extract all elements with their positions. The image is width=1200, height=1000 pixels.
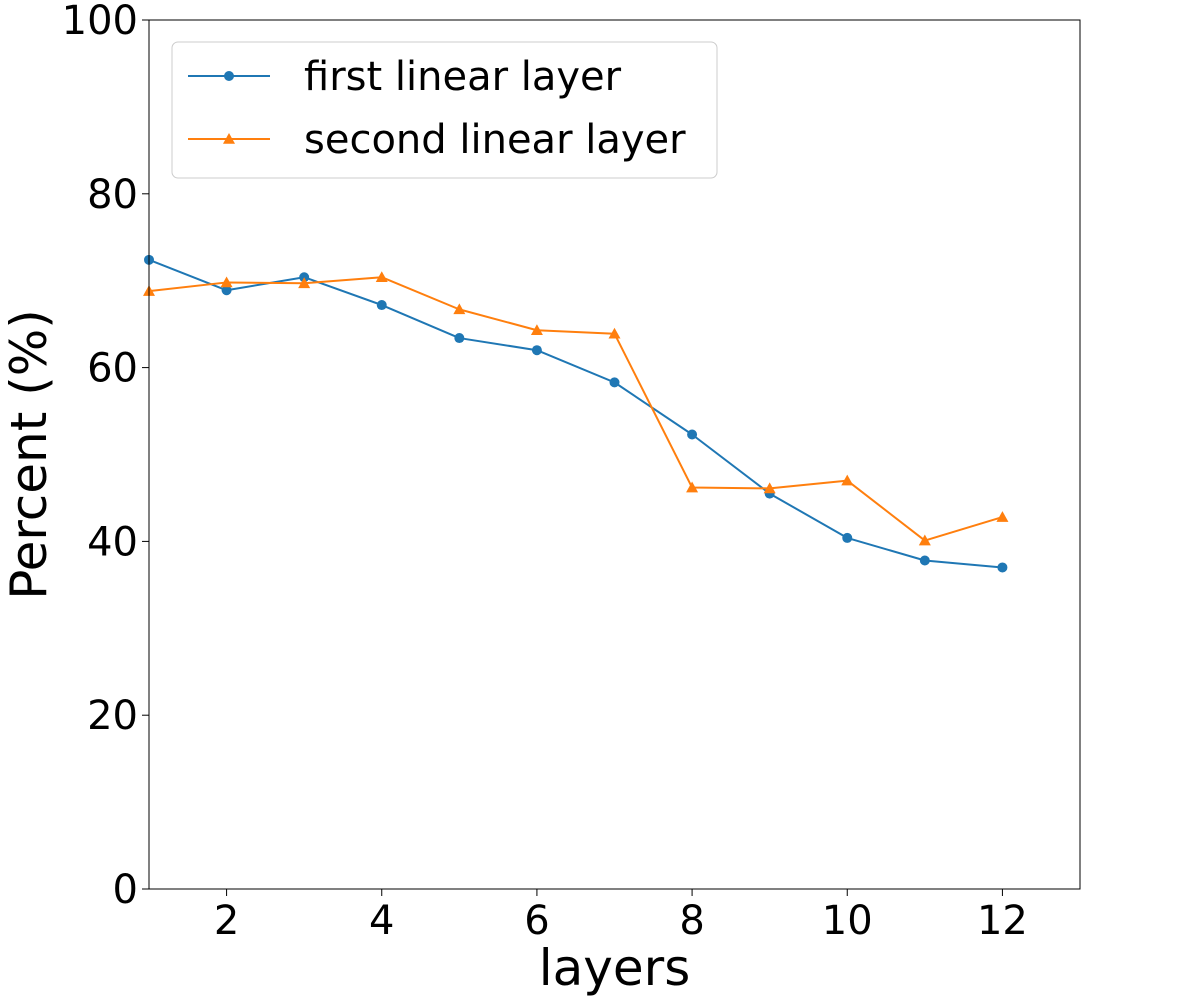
- data-point: [299, 272, 310, 283]
- x-tick-label: 10: [822, 898, 873, 944]
- data-point: [530, 324, 543, 336]
- series-line: [148, 276, 1003, 542]
- data-point: [919, 555, 930, 566]
- legend-marker: [223, 133, 235, 144]
- data-point: [687, 429, 698, 440]
- x-tick-label: 4: [369, 898, 394, 944]
- y-tick-label: 0: [113, 867, 138, 913]
- data-point: [763, 482, 776, 494]
- y-axis-label: Percent (%): [0, 309, 58, 600]
- y-tick-label: 20: [87, 693, 138, 739]
- data-point: [298, 277, 311, 289]
- data-point: [686, 481, 699, 493]
- legend-entry: first linear layer: [188, 54, 622, 100]
- data-point: [453, 303, 466, 315]
- data-point: [609, 377, 620, 388]
- data-point: [996, 511, 1009, 522]
- x-tick-label: 8: [679, 898, 704, 944]
- data-point: [918, 534, 931, 546]
- axis-ticks: 2 4 6 8 10 12 0 20 40 60 80 100: [62, 0, 1028, 944]
- y-tick-label: 60: [87, 346, 138, 392]
- legend-label: first linear layer: [304, 54, 622, 100]
- data-point: [220, 276, 233, 288]
- legend-entry: second linear layer: [188, 117, 686, 163]
- data-point: [997, 562, 1008, 573]
- series-second-linear-layer: [143, 271, 1009, 546]
- legend-frame: [171, 41, 718, 179]
- x-axis-label: layers: [539, 939, 691, 997]
- series-lines: [143, 254, 1009, 573]
- legend: first linear layer second linear layer: [171, 41, 718, 179]
- legend-marker: [224, 71, 234, 81]
- x-tick-label: 6: [524, 898, 549, 944]
- data-point: [221, 285, 232, 296]
- y-tick-label: 40: [87, 519, 138, 565]
- data-point: [375, 271, 388, 283]
- data-point: [376, 300, 387, 311]
- y-tick-label: 80: [87, 172, 138, 218]
- data-point: [454, 333, 465, 344]
- data-point: [842, 532, 853, 543]
- x-tick-label: 12: [977, 898, 1028, 944]
- legend-label: second linear layer: [304, 117, 686, 163]
- y-tick-label: 100: [62, 0, 138, 44]
- series-first-linear-layer: [144, 254, 1008, 573]
- data-point: [531, 345, 542, 356]
- data-point: [608, 327, 621, 339]
- x-tick-label: 2: [214, 898, 239, 944]
- plot-area-frame: [148, 19, 1081, 890]
- series-line: [148, 258, 1003, 569]
- data-point: [841, 474, 854, 486]
